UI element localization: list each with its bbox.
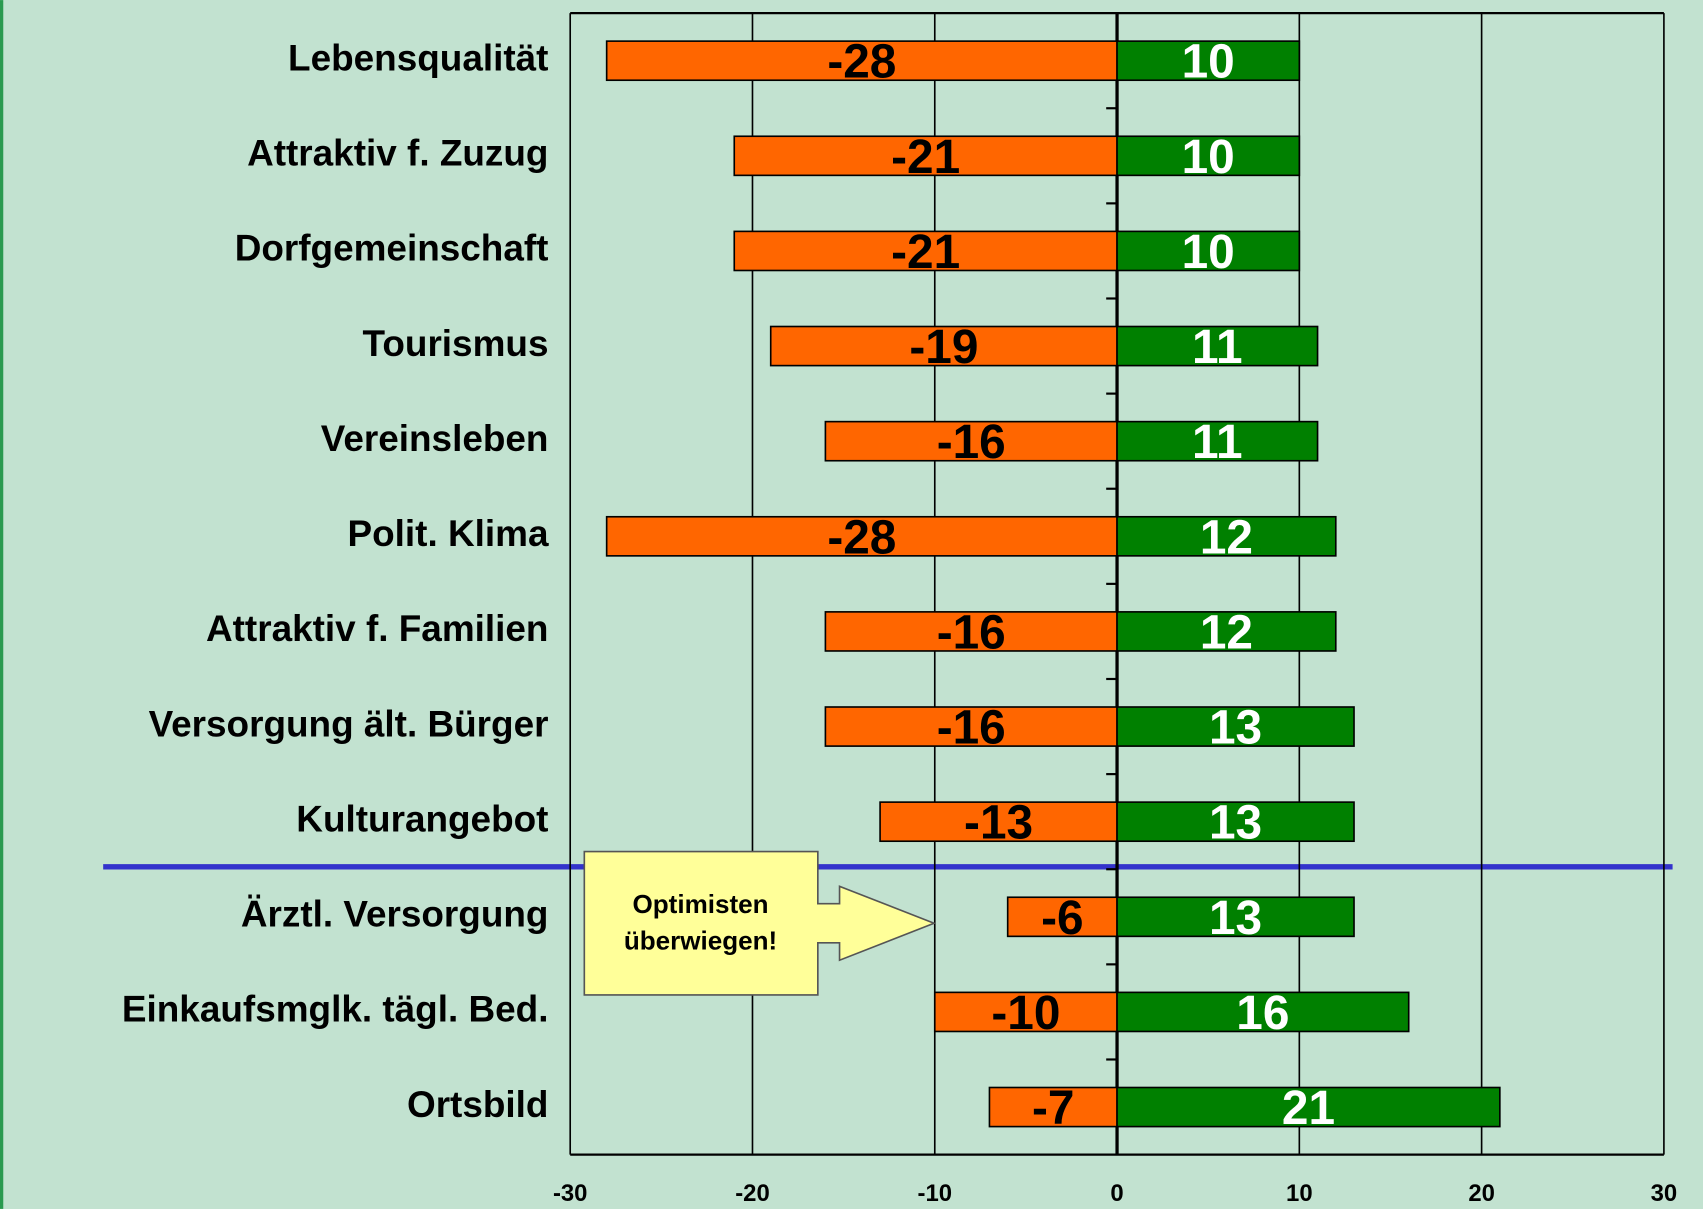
bar: [1116, 420, 1319, 462]
value-label: 11: [1192, 321, 1243, 374]
x-tick-label: 0: [1110, 1180, 1123, 1207]
value-label: -16: [937, 416, 1006, 469]
bar: [1116, 135, 1301, 177]
category-label: Einkaufsmglk. tägl. Bed.: [122, 989, 549, 1030]
callout-line: überwiegen!: [624, 926, 777, 956]
value-label: 10: [1182, 226, 1235, 279]
bar: [1116, 515, 1337, 557]
value-label: -6: [1041, 892, 1083, 945]
category-label: Attraktiv f. Familien: [206, 608, 548, 649]
bar: [1006, 896, 1118, 938]
value-label: -28: [827, 36, 896, 89]
callout-shape: [583, 850, 937, 996]
bar: [1116, 230, 1301, 272]
bar: [1116, 325, 1319, 367]
x-tick-label: 20: [1468, 1180, 1495, 1207]
bar: [605, 515, 1118, 557]
category-label: Kulturangebot: [296, 798, 548, 839]
category-label: Tourismus: [363, 323, 549, 364]
value-label: 12: [1200, 606, 1253, 659]
bar: [1116, 991, 1410, 1033]
value-label: 10: [1182, 36, 1235, 89]
value-label: 11: [1192, 416, 1243, 469]
x-tick-label: -10: [918, 1180, 953, 1207]
value-label: 10: [1182, 131, 1235, 184]
value-label: -16: [937, 606, 1006, 659]
bar: [1116, 896, 1355, 938]
bar: [1116, 706, 1355, 747]
bar: [1116, 1086, 1501, 1128]
category-label: Ortsbild: [407, 1084, 548, 1125]
bar: [988, 1086, 1118, 1128]
bar: [879, 801, 1118, 843]
callout-line: Optimisten: [633, 889, 769, 919]
bar: [1116, 40, 1301, 82]
category-label: Ärztl. Versorgung: [241, 894, 549, 935]
category-label: Polit. Klima: [348, 513, 549, 554]
value-label: 13: [1209, 892, 1262, 945]
x-tick-label: -20: [735, 1180, 770, 1207]
value-label: 16: [1236, 987, 1289, 1040]
plot: -30 -20 -10 0 10 20 30 Lebensqualität -28 10 Attra…: [122, 12, 1678, 1207]
value-label: -16: [937, 702, 1006, 755]
category-label: Vereinsleben: [321, 418, 549, 459]
category-label: Lebensqualität: [288, 37, 548, 78]
value-label: -28: [827, 511, 896, 564]
category-label: Attraktiv f. Zuzug: [247, 133, 548, 174]
value-label: -10: [991, 987, 1060, 1040]
value-label: 13: [1209, 797, 1262, 850]
value-label: 13: [1209, 702, 1262, 755]
x-tick-label: 10: [1286, 1180, 1313, 1207]
bar: [824, 420, 1118, 462]
value-label: 12: [1200, 511, 1253, 564]
callout: Optimisten überwiegen!: [583, 850, 937, 996]
bar: [733, 230, 1118, 272]
value-label: -21: [891, 131, 960, 184]
bar: [824, 706, 1118, 747]
x-tick-label: 30: [1651, 1180, 1678, 1207]
category-label: Versorgung ält. Bürger: [149, 703, 549, 744]
x-tick-label: -30: [553, 1180, 588, 1207]
value-label: -7: [1032, 1082, 1074, 1135]
bar: [933, 991, 1118, 1033]
category-label: Dorfgemeinschaft: [235, 228, 549, 269]
value-label: -13: [964, 797, 1033, 850]
bar: [733, 135, 1118, 177]
value-label: -19: [909, 321, 978, 374]
edge-strip: [0, 0, 4, 1209]
value-label: -21: [891, 226, 960, 279]
bar: [824, 611, 1118, 652]
bar: [1116, 611, 1337, 652]
value-label: 21: [1282, 1082, 1335, 1135]
bar: [1116, 801, 1355, 843]
